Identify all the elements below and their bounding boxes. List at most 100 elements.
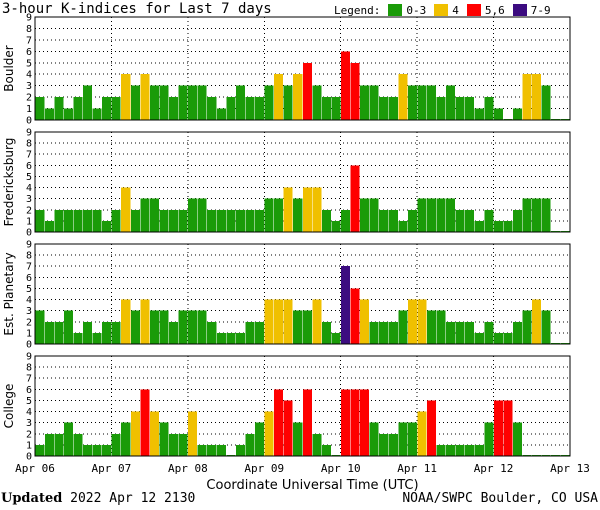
est-planetary-bar — [417, 299, 427, 344]
fredericksburg-bar — [465, 209, 475, 232]
fredericksburg-bar — [283, 187, 293, 232]
college-y-tick-label: 8 — [26, 363, 32, 374]
est-planetary-y-tick-label: 2 — [26, 317, 32, 328]
fredericksburg-bar — [83, 209, 93, 232]
fredericksburg-bar — [340, 209, 351, 232]
boulder-bar — [254, 97, 265, 120]
est-planetary-y-tick-label: 7 — [26, 262, 32, 273]
college-bar — [216, 444, 226, 456]
fredericksburg-bar — [216, 209, 226, 232]
college-bar — [283, 400, 293, 456]
boulder-bar — [140, 74, 150, 120]
boulder-bar — [398, 74, 408, 120]
college-bar — [92, 444, 102, 456]
fredericksburg-bar — [188, 198, 198, 232]
boulder-bar — [130, 85, 140, 120]
college-bar — [379, 433, 389, 456]
fredericksburg-bar — [407, 209, 417, 232]
est-planetary-bar — [426, 310, 436, 344]
est-planetary-y-tick-label: 8 — [26, 251, 32, 262]
est-planetary-bar — [369, 321, 379, 344]
est-planetary-bar — [92, 332, 102, 344]
x-tick-label: Apr 09 — [244, 462, 284, 475]
college-bar — [121, 422, 131, 456]
college-bar — [465, 444, 475, 456]
est-planetary-bar — [293, 310, 303, 344]
boulder-bar — [35, 97, 45, 120]
boulder-bar — [121, 74, 131, 120]
boulder-bar — [541, 85, 551, 120]
college-bar — [388, 433, 398, 456]
est-planetary-bar — [446, 321, 456, 344]
boulder-bar — [274, 74, 284, 120]
est-planetary-bar — [235, 332, 245, 344]
boulder-bar — [407, 85, 417, 120]
x-tick-label: Apr 06 — [15, 462, 55, 475]
college-y-tick-label: 4 — [26, 407, 32, 418]
fredericksburg-bar — [398, 220, 408, 232]
x-tick-label: Apr 10 — [321, 462, 361, 475]
fredericksburg-bar — [512, 209, 522, 232]
fredericksburg-bar — [484, 209, 494, 232]
fredericksburg-bar — [159, 209, 169, 232]
boulder-bar — [44, 108, 54, 120]
est-planetary-y-tick-label: 0 — [26, 340, 32, 351]
fredericksburg-bar — [264, 198, 274, 232]
est-planetary-bar — [493, 332, 503, 344]
college-bar — [245, 433, 255, 456]
fredericksburg-bar — [522, 198, 532, 232]
college-bar — [436, 444, 446, 456]
est-planetary-bar — [512, 321, 522, 344]
college-bar — [503, 400, 513, 456]
boulder-bar — [216, 108, 226, 120]
boulder-bar — [465, 97, 475, 120]
boulder-bar — [159, 85, 169, 120]
est-planetary-bar — [35, 310, 45, 344]
boulder-bar — [207, 97, 217, 120]
x-tick-label: Apr 11 — [397, 462, 437, 475]
est-planetary-bar — [159, 310, 169, 344]
college-bar — [493, 400, 503, 456]
boulder-bar — [54, 97, 64, 120]
fredericksburg-bar — [493, 220, 503, 232]
fredericksburg-bar — [245, 209, 255, 232]
college-bar — [398, 422, 408, 456]
fredericksburg-bar — [541, 198, 551, 232]
college-bar — [197, 444, 207, 456]
college-bar — [417, 411, 427, 456]
college-bar — [140, 389, 150, 456]
fredericksburg-bar — [331, 220, 341, 232]
college-bar — [293, 422, 303, 456]
boulder-bar — [455, 97, 465, 120]
college-bar — [512, 422, 522, 456]
fredericksburg-bar — [350, 165, 360, 232]
est-planetary-bar — [532, 299, 542, 344]
est-planetary-bar — [522, 310, 532, 344]
boulder-y-tick-label: 7 — [26, 35, 32, 46]
fredericksburg-bar — [63, 209, 73, 232]
college-bar — [407, 422, 417, 456]
fredericksburg-y-tick-label: 0 — [26, 228, 32, 239]
fredericksburg-y-tick-label: 8 — [26, 139, 32, 150]
college-bar — [111, 433, 121, 456]
est-planetary-bar — [340, 266, 351, 344]
est-planetary-bar — [283, 299, 293, 344]
data-source: NOAA/SWPC Boulder, CO USA — [402, 491, 598, 506]
fredericksburg-y-tick-label: 3 — [26, 194, 32, 205]
est-planetary-bar — [178, 310, 188, 344]
fredericksburg-bar — [532, 198, 542, 232]
college-bar — [35, 444, 45, 456]
boulder-y-tick-label: 1 — [26, 104, 32, 115]
legend-swatch-4 — [434, 4, 449, 16]
college-bar — [188, 411, 198, 456]
est-planetary-y-tick-label: 5 — [26, 284, 32, 295]
x-tick-label: Apr 08 — [168, 462, 208, 475]
fredericksburg-y-tick-label: 9 — [26, 128, 32, 139]
college-bar — [455, 444, 465, 456]
fredericksburg-bar — [92, 209, 102, 232]
fredericksburg-bar — [302, 187, 312, 232]
fredericksburg-bar — [207, 209, 217, 232]
est-planetary-bar — [169, 321, 179, 344]
fredericksburg-bar — [102, 220, 112, 232]
college-bar — [235, 444, 245, 456]
